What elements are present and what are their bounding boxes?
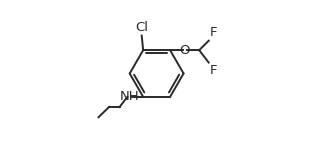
Text: Cl: Cl bbox=[135, 21, 148, 34]
Text: F: F bbox=[210, 26, 218, 39]
Text: NH: NH bbox=[120, 90, 140, 103]
Text: F: F bbox=[210, 64, 218, 77]
Text: O: O bbox=[179, 44, 190, 57]
